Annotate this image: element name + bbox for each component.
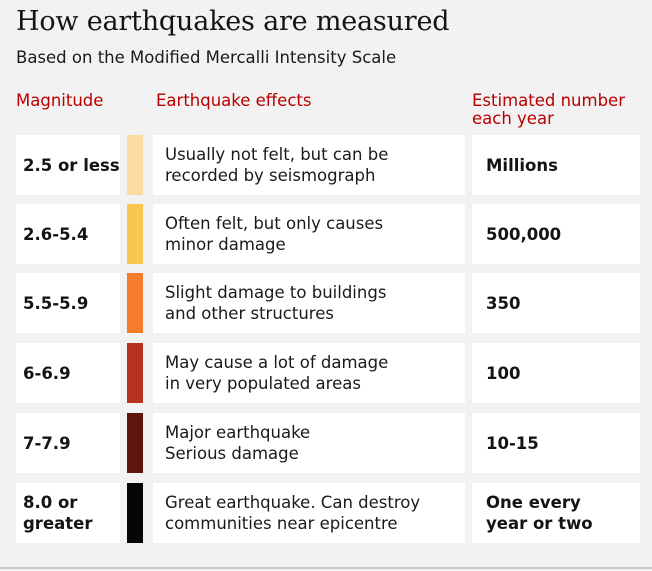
- subtitle: Based on the Modified Mercalli Intensity…: [16, 48, 397, 67]
- table-row: 2.5 or less Usually not felt, but can be…: [16, 135, 640, 195]
- column-header-estimated: Estimated number each year: [472, 91, 625, 128]
- effects-cell: May cause a lot of damage in very popula…: [153, 343, 465, 403]
- estimated-cell: 100: [472, 343, 640, 403]
- magnitude-cell: 2.5 or less: [16, 135, 120, 195]
- effects-cell: Major earthquake Serious damage: [153, 413, 465, 473]
- table-row: 2.6-5.4 Often felt, but only causes mino…: [16, 204, 640, 264]
- table-row: 7-7.9 Major earthquake Serious damage 10…: [16, 413, 640, 473]
- intensity-swatch: [127, 413, 143, 473]
- estimated-cell: 500,000: [472, 204, 640, 264]
- estimated-cell: One every year or two: [472, 483, 640, 543]
- intensity-swatch: [127, 204, 143, 264]
- effects-cell: Often felt, but only causes minor damage: [153, 204, 465, 264]
- magnitude-cell: 6-6.9: [16, 343, 120, 403]
- effects-cell: Slight damage to buildings and other str…: [153, 273, 465, 333]
- table-row: 5.5-5.9 Slight damage to buildings and o…: [16, 273, 640, 333]
- estimated-cell: 10-15: [472, 413, 640, 473]
- estimated-cell: 350: [472, 273, 640, 333]
- table-row: 6-6.9 May cause a lot of damage in very …: [16, 343, 640, 403]
- bottom-divider: [0, 567, 652, 569]
- intensity-swatch: [127, 273, 143, 333]
- effects-cell: Great earthquake. Can destroy communitie…: [153, 483, 465, 543]
- effects-cell: Usually not felt, but can be recorded by…: [153, 135, 465, 195]
- magnitude-cell: 2.6-5.4: [16, 204, 120, 264]
- table-row: 8.0 or greater Great earthquake. Can des…: [16, 483, 640, 543]
- estimated-cell: Millions: [472, 135, 640, 195]
- intensity-swatch: [127, 343, 143, 403]
- column-header-effects: Earthquake effects: [156, 91, 312, 110]
- intensity-swatch: [127, 483, 143, 543]
- intensity-swatch: [127, 135, 143, 195]
- magnitude-cell: 7-7.9: [16, 413, 120, 473]
- magnitude-cell: 8.0 or greater: [16, 483, 120, 543]
- page-title: How earthquakes are measured: [16, 6, 450, 37]
- column-header-magnitude: Magnitude: [16, 91, 104, 110]
- magnitude-cell: 5.5-5.9: [16, 273, 120, 333]
